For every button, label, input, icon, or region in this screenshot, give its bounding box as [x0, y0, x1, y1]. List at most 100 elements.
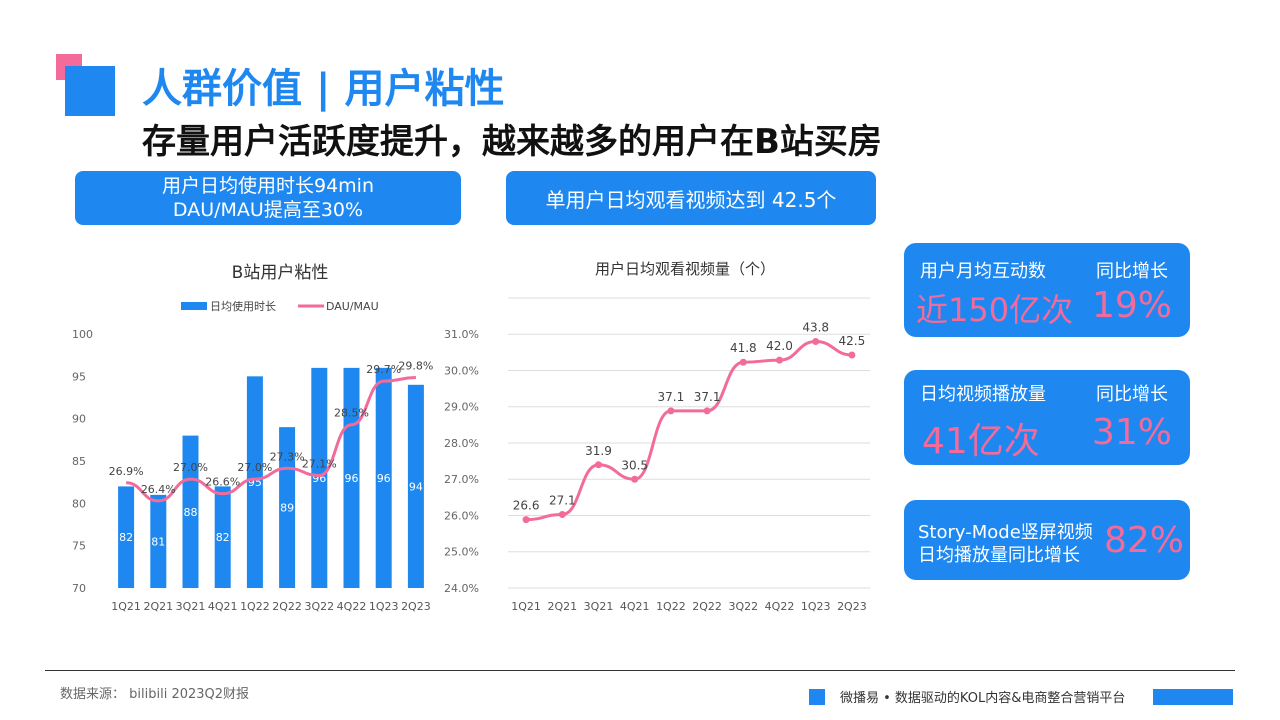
x-tick-label: 4Q21: [208, 600, 238, 613]
x-tick-label: 3Q21: [584, 600, 614, 613]
point-value-label: 37.1: [694, 390, 721, 404]
x-tick-label: 1Q23: [369, 600, 399, 613]
point-value-label: 37.1: [658, 390, 685, 404]
y-left-tick-label: 70: [72, 582, 86, 595]
x-tick-label: 3Q22: [304, 600, 334, 613]
interaction-growth: 19%: [1092, 285, 1173, 326]
line-value-label: 27.1%: [302, 458, 337, 471]
daily-views-chart: 26.6 27.1 31.9 30.5 37.1 37.1 41.8 42.0 43.8 42.5…: [508, 297, 870, 613]
page-subtitle: 存量用户活跃度提升，越来越多的用户在B站买房: [142, 122, 882, 162]
video-plays-growth-label: 同比增长: [1096, 384, 1168, 405]
point-value-label: 41.8: [730, 341, 757, 355]
line-value-label: 29.7%: [366, 363, 401, 376]
bar-value-label: 96: [377, 472, 391, 485]
video-plays-label: 日均视频播放量: [920, 384, 1046, 405]
footer-divider: [45, 670, 1235, 671]
chart1-title: B站用户粘性: [231, 263, 329, 283]
bar: [375, 367, 392, 588]
x-tick-label: 1Q21: [111, 600, 141, 613]
line-value-label: 29.8%: [398, 360, 433, 373]
interaction-stat-card: 用户月均互动数 同比增长 近150亿次 19%: [904, 243, 1190, 337]
views-highlight-pill: 单用户日均观看视频达到 42.5个: [506, 171, 876, 225]
story-mode-stat-card: Story-Mode竖屏视频 日均播放量同比增长 82%: [904, 500, 1190, 580]
x-tick-label: 2Q23: [401, 600, 431, 613]
story-mode-label-line1: Story-Mode竖屏视频: [918, 522, 1093, 543]
point-value-label: 30.5: [621, 458, 648, 472]
x-tick-label: 1Q22: [240, 600, 270, 613]
bar: [311, 367, 328, 588]
chart2-title: 用户日均观看视频量（个）: [594, 260, 775, 278]
usage-highlight-pill: 用户日均使用时长94min DAU/MAU提高至30%: [75, 171, 461, 225]
data-point: [631, 475, 639, 483]
x-tick-label: 4Q22: [337, 600, 367, 613]
x-tick-label: 4Q21: [620, 600, 650, 613]
point-value-label: 31.9: [585, 444, 612, 458]
video-plays-growth: 31%: [1092, 412, 1173, 453]
interaction-value: 近150亿次: [916, 291, 1074, 329]
data-point: [667, 407, 675, 415]
y-right-tick-label: 24.0%: [444, 582, 479, 595]
x-tick-label: 1Q23: [801, 600, 831, 613]
legend-label-line: DAU/MAU: [326, 300, 379, 313]
y-right-tick-label: 31.0%: [444, 328, 479, 341]
line-value-label: 27.3%: [270, 450, 305, 463]
line-value-label: 26.9%: [109, 465, 144, 478]
x-tick-label: 2Q21: [547, 600, 577, 613]
y-right-tick-label: 26.0%: [444, 509, 479, 522]
data-point: [776, 356, 783, 364]
x-tick-label: 1Q21: [511, 600, 541, 613]
x-tick-label: 2Q23: [837, 600, 867, 613]
point-value-label: 42.5: [839, 334, 866, 348]
x-tick-label: 3Q22: [728, 600, 758, 613]
bar-value-label: 89: [280, 502, 294, 515]
bar-value-label: 94: [409, 480, 423, 493]
views-highlight-text: 单用户日均观看视频达到 42.5个: [545, 187, 837, 212]
data-point: [739, 358, 747, 366]
x-tick-label: 2Q22: [692, 600, 722, 613]
daily-views-line: [526, 339, 852, 522]
stickiness-chart: 日均使用时长 DAU/MAU 100 95 90 85 80 75 70 31.0% 30.0% 29…: [72, 300, 479, 613]
line-value-label: 28.5%: [334, 407, 369, 420]
line-value-label: 26.6%: [205, 476, 240, 489]
y-left-tick-label: 85: [72, 455, 86, 468]
data-point: [595, 461, 602, 469]
x-tick-label: 4Q22: [765, 600, 795, 613]
data-point: [522, 516, 530, 524]
data-point: [848, 351, 856, 359]
bar: [150, 494, 167, 588]
y-right-tick-label: 30.0%: [444, 364, 479, 377]
y-left-tick-label: 90: [72, 413, 86, 426]
page-title: 人群价值 | 用户粘性: [142, 66, 505, 112]
bar-value-label: 81: [151, 535, 165, 548]
y-right-tick-label: 29.0%: [444, 401, 479, 414]
decor-square-blue: [65, 66, 115, 116]
x-tick-label: 3Q21: [176, 600, 206, 613]
point-value-label: 42.0: [766, 339, 793, 353]
point-value-label: 26.6: [513, 499, 540, 513]
bar-value-label: 82: [216, 531, 230, 544]
y-right-tick-label: 27.0%: [444, 473, 479, 486]
y-left-tick-label: 100: [72, 328, 93, 341]
bar: [246, 376, 263, 588]
data-point: [558, 510, 566, 518]
line-value-label: 27.0%: [237, 461, 272, 474]
footer-tagline: 微播易 • 数据驱动的KOL内容&电商整合营销平台: [840, 691, 1126, 706]
data-source: 数据来源： bilibili 2023Q2财报: [60, 687, 250, 702]
bar: [118, 486, 135, 588]
video-plays-value: 41亿次: [922, 421, 1040, 462]
story-mode-label-line2: 日均播放量同比增长: [918, 545, 1080, 566]
legend-swatch-bar: [181, 302, 207, 310]
legend-label-bar: 日均使用时长: [210, 300, 276, 313]
point-value-label: 43.8: [802, 321, 829, 335]
x-tick-label: 2Q21: [143, 600, 173, 613]
video-plays-stat-card: 日均视频播放量 同比增长 41亿次 31%: [904, 370, 1190, 465]
bar: [214, 486, 231, 588]
line-value-label: 26.4%: [141, 483, 176, 496]
usage-highlight-line1: 用户日均使用时长94min: [161, 175, 374, 197]
point-value-label: 27.1: [549, 493, 576, 507]
bar-value-label: 82: [119, 531, 133, 544]
footer-brand-square: [809, 689, 825, 705]
interaction-growth-label: 同比增长: [1096, 261, 1168, 282]
story-mode-growth: 82%: [1104, 520, 1185, 561]
bar-value-label: 88: [184, 506, 198, 519]
